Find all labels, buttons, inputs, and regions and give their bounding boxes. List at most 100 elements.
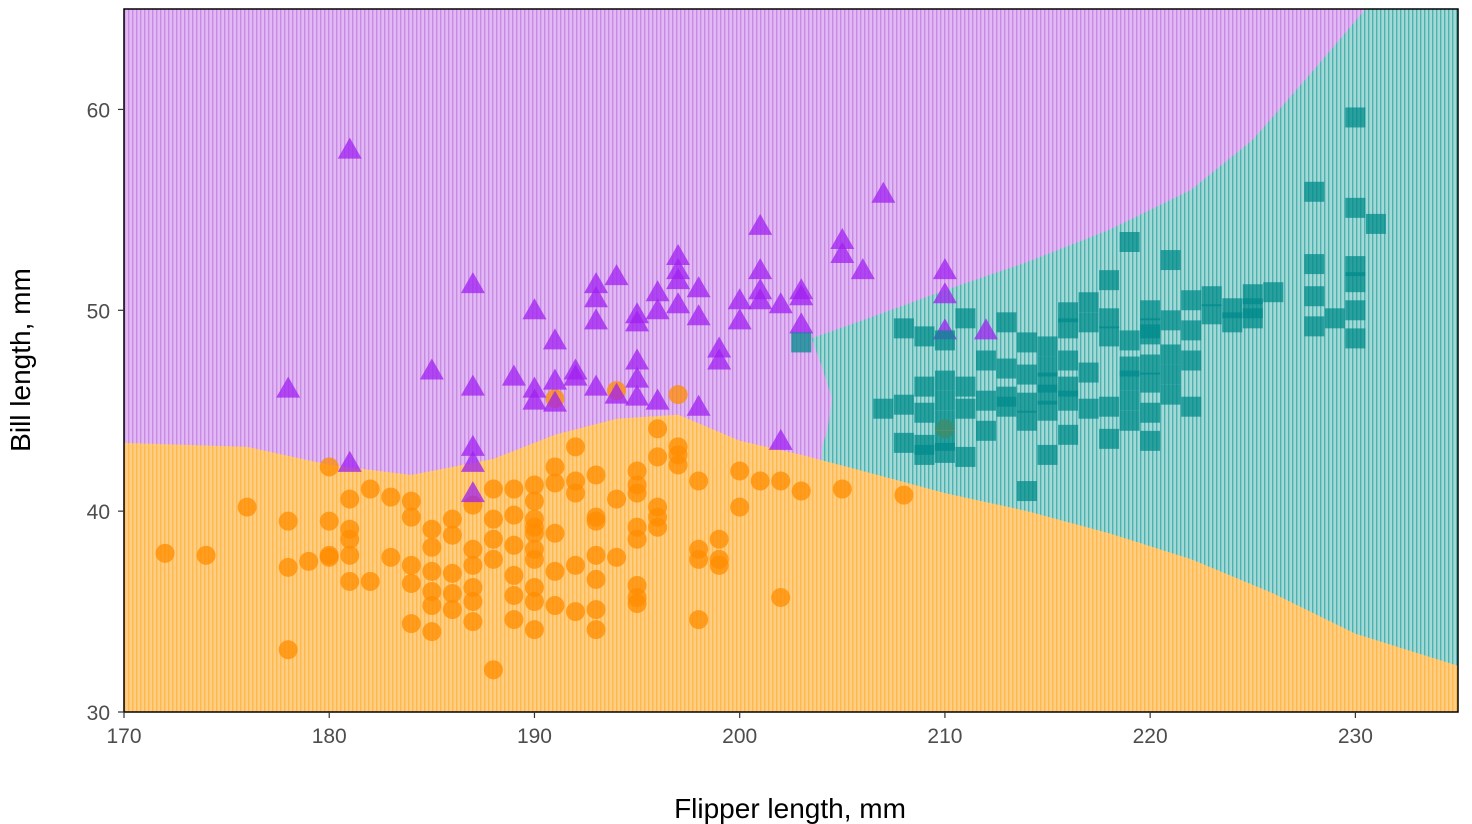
- data-point-triangle: [666, 292, 691, 314]
- data-point-square: [1160, 364, 1181, 385]
- data-point-circle: [832, 479, 852, 499]
- data-point-square: [1304, 286, 1325, 307]
- data-point-square: [1345, 197, 1366, 218]
- data-point-square: [1078, 312, 1099, 333]
- data-point-triangle: [522, 298, 547, 320]
- data-point-circle: [442, 563, 462, 583]
- data-point-triangle: [563, 364, 588, 386]
- data-point-square: [914, 444, 935, 465]
- data-point-square: [975, 420, 996, 441]
- y-axis-title: Bill length, mm: [5, 268, 36, 452]
- data-point-triangle: [625, 348, 650, 370]
- data-point-square: [955, 446, 976, 467]
- data-point-square: [1222, 312, 1243, 333]
- data-point-square: [1140, 402, 1161, 423]
- data-point-triangle: [419, 358, 444, 380]
- data-point-square: [1345, 272, 1366, 293]
- data-point-square: [1058, 390, 1079, 411]
- data-point-square: [1345, 328, 1366, 349]
- data-point-circle: [340, 529, 360, 549]
- data-point-triangle: [337, 450, 362, 472]
- data-point-square: [1140, 300, 1161, 321]
- data-point-square: [1181, 320, 1202, 341]
- data-point-triangle: [686, 304, 711, 326]
- data-point-circle: [545, 596, 565, 616]
- data-point-square: [996, 396, 1017, 417]
- data-point-triangle: [460, 272, 485, 294]
- data-point-triangle: [460, 374, 485, 396]
- data-point-circle: [689, 610, 709, 630]
- data-point-square: [1345, 256, 1366, 277]
- data-point-square: [975, 350, 996, 371]
- data-point-circle: [894, 485, 914, 505]
- data-point-square: [1017, 410, 1038, 431]
- data-point-triangle: [666, 268, 691, 290]
- data-point-circle: [524, 592, 544, 612]
- data-point-circle: [483, 549, 503, 569]
- data-point-square: [1037, 400, 1058, 421]
- data-point-triangle: [501, 364, 526, 386]
- data-point-square: [1099, 326, 1120, 347]
- data-point-triangle: [645, 298, 670, 320]
- data-point-circle: [278, 640, 298, 660]
- data-point-circle: [442, 583, 462, 603]
- data-point-circle: [607, 489, 627, 509]
- data-point-square: [1201, 286, 1222, 307]
- data-point-circle: [504, 535, 524, 555]
- data-point-square: [1058, 350, 1079, 371]
- data-point-triangle: [748, 288, 773, 310]
- data-point-triangle: [522, 388, 547, 410]
- data-point-circle: [791, 481, 811, 501]
- data-point-circle: [463, 539, 483, 559]
- data-point-circle: [463, 555, 483, 575]
- data-point-square: [791, 332, 812, 353]
- data-point-square: [1017, 364, 1038, 385]
- data-point-circle: [627, 461, 647, 481]
- data-point-triangle: [625, 384, 650, 406]
- data-point-triangle: [973, 318, 998, 340]
- data-point-square: [1017, 392, 1038, 413]
- data-point-square: [914, 376, 935, 397]
- data-point-square: [934, 410, 955, 431]
- data-point-square: [934, 370, 955, 391]
- data-point-circle: [524, 620, 544, 640]
- data-point-circle: [750, 471, 770, 491]
- data-point-triangle: [460, 450, 485, 472]
- data-point-triangle: [666, 244, 691, 266]
- data-point-circle: [442, 600, 462, 620]
- data-point-circle: [504, 505, 524, 525]
- data-point-square: [1242, 308, 1263, 329]
- x-tick-label: 230: [1338, 725, 1373, 748]
- y-tick-label: 30: [87, 702, 110, 725]
- y-tick-label: 50: [87, 300, 110, 323]
- data-point-square: [1099, 396, 1120, 417]
- data-point-square: [1140, 372, 1161, 393]
- x-tick-label: 210: [927, 725, 962, 748]
- data-point-square: [934, 442, 955, 463]
- data-point-circle: [278, 511, 298, 531]
- data-point-circle: [545, 523, 565, 543]
- data-point-square: [1037, 336, 1058, 357]
- data-point-circle: [299, 551, 319, 571]
- data-point-circle: [545, 561, 565, 581]
- data-point-circle: [483, 509, 503, 529]
- data-point-circle: [483, 660, 503, 680]
- data-point-circle: [340, 545, 360, 565]
- data-point-circle: [566, 483, 586, 503]
- data-point-circle: [586, 545, 606, 565]
- data-point-circle: [483, 529, 503, 549]
- data-point-square: [914, 326, 935, 347]
- data-point-square: [1037, 384, 1058, 405]
- data-point-triangle: [276, 376, 301, 398]
- data-point-square: [1078, 362, 1099, 383]
- data-point-circle: [422, 622, 442, 642]
- data-point-circle: [668, 385, 688, 405]
- data-point-square: [1099, 308, 1120, 329]
- data-point-circle: [463, 592, 483, 612]
- data-point-circle: [401, 491, 421, 511]
- data-point-circle: [401, 555, 421, 575]
- data-point-triangle: [830, 227, 855, 249]
- data-point-square: [1140, 430, 1161, 451]
- data-point-triangle: [522, 376, 547, 398]
- data-point-circle: [668, 445, 688, 465]
